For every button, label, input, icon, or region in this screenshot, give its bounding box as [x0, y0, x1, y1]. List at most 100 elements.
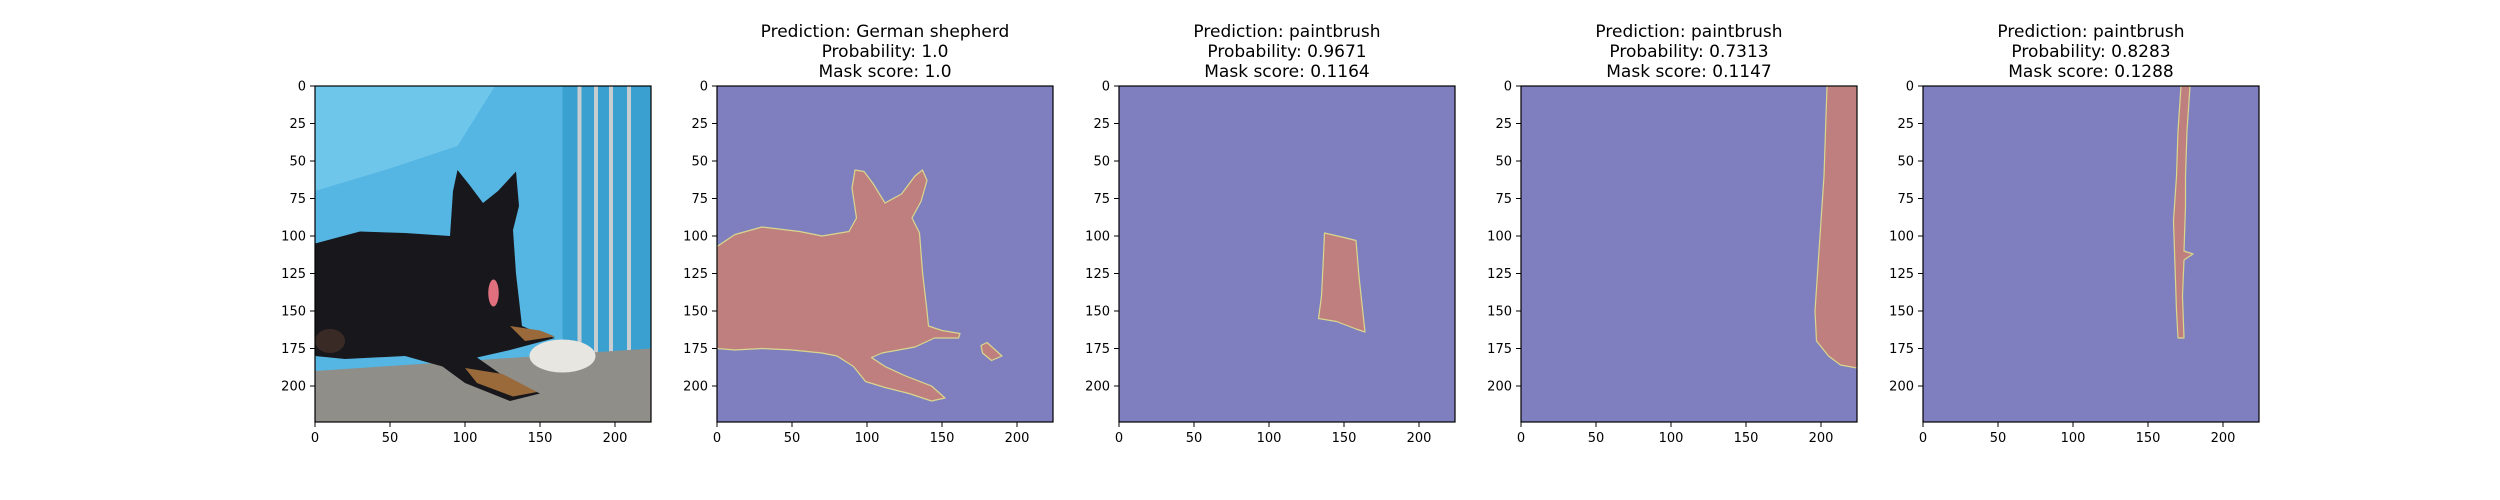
- x-tick-label: 100: [453, 431, 478, 446]
- x-tick-label: 100: [1659, 431, 1684, 446]
- y-tick-label: 25: [1495, 117, 1512, 132]
- y-tick-label: 175: [1889, 342, 1914, 357]
- y-tick-label: 75: [1495, 192, 1512, 207]
- photo-fence-post: [627, 86, 631, 371]
- y-tick-label: 175: [1487, 342, 1512, 357]
- plot-area: [717, 86, 1053, 422]
- axes-frame: [1922, 85, 2260, 423]
- photo-dog-leg: [465, 368, 537, 397]
- y-tick-label: 75: [289, 192, 306, 207]
- y-tick-label: 150: [281, 305, 306, 320]
- mask-region: [980, 341, 1003, 362]
- x-tick-label: 100: [2061, 431, 2086, 446]
- photo-dog-paw: [510, 326, 555, 341]
- y-tick-label: 25: [691, 117, 708, 132]
- y-tick-label: 150: [1889, 305, 1914, 320]
- y-tick-label: 125: [683, 267, 708, 282]
- mask-background: [1119, 86, 1455, 422]
- y-tick-label: 200: [281, 380, 306, 395]
- panel-3: 0 50 100 150 200 0 25 50 75 100 125 150 175 200 Predic…: [1085, 22, 1456, 446]
- x-tick-label: 0: [713, 431, 721, 446]
- x-tick-label: 150: [2136, 431, 2161, 446]
- photo-fence-post: [609, 86, 613, 371]
- y-tick-label: 0: [1504, 80, 1512, 95]
- panel-title-line: Prediction: paintbrush: [1193, 22, 1380, 42]
- y-tick-label: 125: [281, 267, 306, 282]
- y-tick-label: 50: [1897, 155, 1914, 170]
- panel-title-line: Probability: 0.7313: [1609, 42, 1768, 62]
- y-tick-label: 50: [691, 155, 708, 170]
- x-tick-label: 50: [1990, 431, 2007, 446]
- mask-region: [2172, 86, 2194, 339]
- x-tick-label: 200: [1809, 431, 1834, 446]
- panel-title-line: Probability: 0.8283: [2011, 42, 2170, 62]
- y-tick-label: 100: [683, 230, 708, 245]
- y-tick-label: 25: [1093, 117, 1110, 132]
- y-tick-label: 200: [683, 380, 708, 395]
- x-tick-label: 100: [1257, 431, 1282, 446]
- photo-tarp-highlight: [315, 86, 495, 191]
- y-tick-label: 100: [1085, 230, 1110, 245]
- y-tick-label: 0: [298, 80, 306, 95]
- y-tick-label: 75: [691, 192, 708, 207]
- mask-region: [717, 169, 961, 402]
- plot-area: [1119, 86, 1455, 422]
- x-tick-label: 50: [382, 431, 399, 446]
- plot-area: [315, 86, 651, 422]
- photo-dog-tail: [315, 329, 345, 353]
- mask-background: [1923, 86, 2259, 422]
- panel-title-line: Prediction: paintbrush: [1595, 22, 1782, 42]
- panel-4: 0 50 100 150 200 0 25 50 75 100 125 150 175 200 Predic…: [1487, 22, 1858, 446]
- y-tick-label: 0: [1102, 80, 1110, 95]
- y-tick-label: 75: [1897, 192, 1914, 207]
- panel-title-line: Mask score: 1.0: [818, 62, 951, 82]
- y-tick-label: 125: [1487, 267, 1512, 282]
- y-tick-label: 175: [1085, 342, 1110, 357]
- panel-title-line: Probability: 1.0: [822, 42, 949, 62]
- axes-frame: [716, 85, 1054, 423]
- mask-region: [1814, 86, 1857, 369]
- x-tick-label: 150: [528, 431, 553, 446]
- x-tick-label: 150: [930, 431, 955, 446]
- photo-rock: [529, 339, 596, 373]
- y-tick-label: 175: [281, 342, 306, 357]
- x-tick-label: 0: [311, 431, 319, 446]
- photo-fence-post: [594, 86, 598, 371]
- panel-5: 0 50 100 150 200 0 25 50 75 100 125 150 175 200 Predic…: [1889, 22, 2260, 446]
- y-tick-label: 200: [1085, 380, 1110, 395]
- y-tick-label: 50: [289, 155, 306, 170]
- y-tick-label: 100: [1889, 230, 1914, 245]
- y-tick-label: 0: [1906, 80, 1914, 95]
- panel-title-line: Mask score: 0.1288: [2008, 62, 2173, 82]
- photo-dog-body: [315, 170, 555, 401]
- plot-area: [1521, 86, 1857, 422]
- axes-frame: [314, 85, 652, 423]
- x-tick-label: 50: [784, 431, 801, 446]
- x-tick-label: 0: [1919, 431, 1927, 446]
- panel-title-line: Mask score: 0.1147: [1606, 62, 1771, 82]
- x-tick-label: 150: [1734, 431, 1759, 446]
- x-tick-label: 200: [603, 431, 628, 446]
- axes-frame: [1118, 85, 1456, 423]
- panel-title-line: Prediction: German shepherd: [761, 22, 1010, 42]
- y-tick-label: 50: [1495, 155, 1512, 170]
- y-tick-label: 50: [1093, 155, 1110, 170]
- y-tick-label: 150: [683, 305, 708, 320]
- y-tick-label: 25: [1897, 117, 1914, 132]
- x-tick-label: 200: [2211, 431, 2236, 446]
- y-tick-label: 125: [1889, 267, 1914, 282]
- axes-frame: [1520, 85, 1858, 423]
- panel-title-line: Prediction: paintbrush: [1997, 22, 2184, 42]
- x-tick-label: 50: [1588, 431, 1605, 446]
- y-tick-label: 125: [1085, 267, 1110, 282]
- photo-dog-tongue: [488, 279, 499, 307]
- y-tick-label: 100: [1487, 230, 1512, 245]
- panel-title-line: Probability: 0.9671: [1207, 42, 1366, 62]
- plot-area: [1923, 86, 2259, 422]
- y-tick-label: 200: [1889, 380, 1914, 395]
- y-tick-label: 25: [289, 117, 306, 132]
- x-tick-label: 50: [1186, 431, 1203, 446]
- x-tick-label: 200: [1407, 431, 1432, 446]
- x-tick-label: 0: [1115, 431, 1123, 446]
